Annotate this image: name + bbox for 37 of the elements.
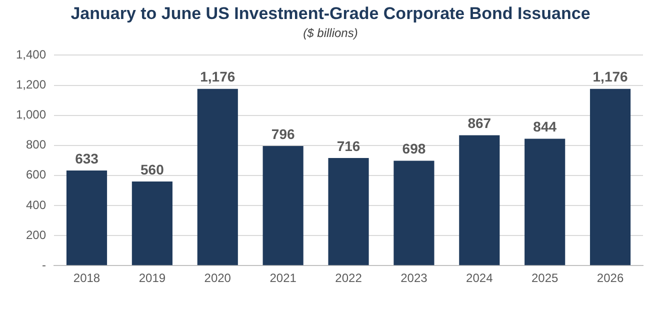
bar [590,88,631,266]
data-label: 796 [271,126,295,142]
data-label: 716 [336,138,360,154]
bar [197,88,238,266]
chart-title: January to June US Investment-Grade Corporate Bond Issuance [70,4,592,24]
chart-subtitle: ($ billions) [302,26,359,40]
x-tick-label: 2024 [466,271,494,286]
bar [524,138,566,266]
bar [394,160,434,266]
bar [66,170,108,266]
x-tick-label: 2025 [531,271,559,286]
data-label: 560 [140,161,164,178]
data-label: 867 [468,115,492,132]
x-tick-label: 2019 [138,271,166,286]
y-tick-label: 600 [26,168,46,182]
y-tick-label: 200 [26,228,46,242]
bar [132,181,172,266]
y-tick-label: 1,200 [16,78,46,92]
y-tick-label: 1,000 [16,108,46,122]
x-tick-label: 2022 [335,271,362,286]
data-label: 1,176 [200,68,236,85]
y-tick-label: 1,400 [16,48,46,62]
x-tick-label: 2021 [270,271,297,286]
data-label: 698 [402,140,426,157]
data-label: 1,176 [592,68,628,85]
y-tick-label: - [42,258,46,272]
bar [459,135,500,266]
bar [262,146,304,266]
data-label: 844 [533,118,557,135]
y-tick-label: 400 [26,198,46,212]
x-tick-label: 2023 [400,271,428,286]
x-tick-label: 2026 [596,271,624,286]
x-tick-label: 2018 [73,271,100,286]
x-tick-label: 2020 [204,271,232,286]
y-tick-label: 800 [26,138,46,152]
data-label: 633 [75,150,99,166]
bar [328,158,369,266]
